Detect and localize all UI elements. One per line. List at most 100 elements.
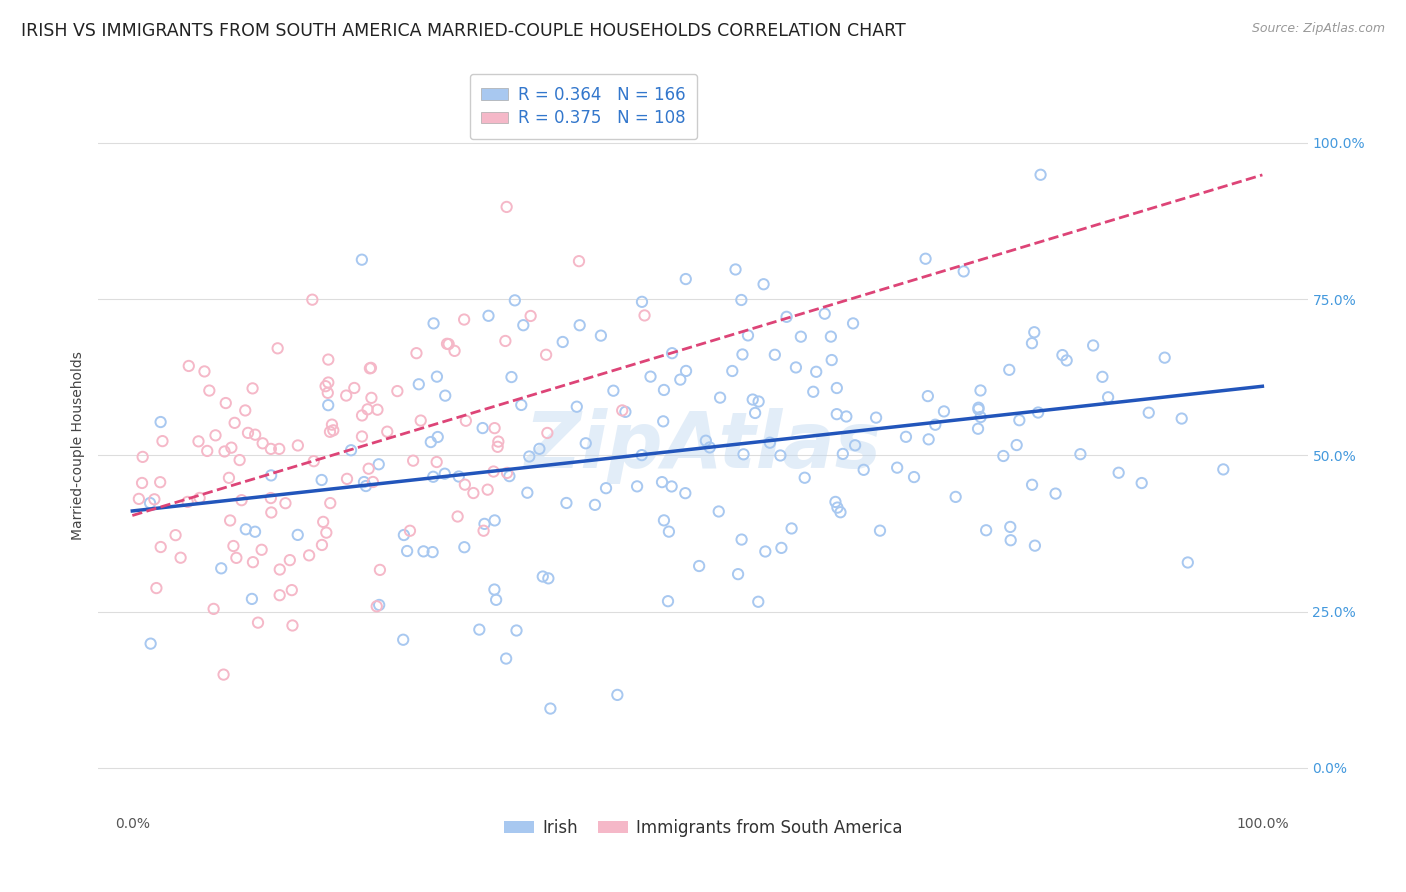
Point — [707, 504, 730, 518]
Point — [967, 401, 990, 415]
Point — [495, 651, 517, 665]
Point — [748, 394, 770, 409]
Point — [917, 389, 939, 403]
Point — [952, 264, 974, 278]
Point — [209, 561, 232, 575]
Point — [589, 328, 612, 343]
Point — [222, 539, 245, 553]
Point — [652, 513, 675, 527]
Point — [319, 496, 342, 510]
Point — [924, 417, 946, 432]
Point — [287, 438, 309, 452]
Point — [747, 595, 769, 609]
Point — [446, 509, 468, 524]
Point — [825, 407, 848, 421]
Point — [484, 421, 506, 435]
Point — [763, 348, 786, 362]
Point — [340, 443, 363, 458]
Point — [814, 307, 837, 321]
Point — [436, 336, 458, 351]
Point — [801, 384, 824, 399]
Point — [657, 594, 679, 608]
Point — [165, 528, 187, 542]
Point — [149, 540, 172, 554]
Point — [699, 441, 721, 455]
Point — [131, 475, 153, 490]
Point — [484, 582, 506, 597]
Point — [1005, 438, 1028, 452]
Point — [486, 434, 509, 449]
Point — [302, 454, 325, 468]
Point — [512, 318, 534, 333]
Point — [433, 467, 456, 481]
Point — [614, 405, 637, 419]
Point — [842, 317, 865, 331]
Point — [673, 486, 696, 500]
Point — [243, 427, 266, 442]
Point — [193, 364, 215, 378]
Point — [821, 353, 844, 368]
Point — [426, 369, 449, 384]
Text: IRISH VS IMMIGRANTS FROM SOUTH AMERICA MARRIED-COUPLE HOUSEHOLDS CORRELATION CHA: IRISH VS IMMIGRANTS FROM SOUTH AMERICA M… — [21, 22, 905, 40]
Point — [322, 423, 344, 437]
Point — [274, 496, 297, 510]
Point — [1045, 486, 1067, 500]
Point — [269, 442, 291, 456]
Point — [606, 688, 628, 702]
Point — [498, 469, 520, 483]
Point — [825, 381, 848, 395]
Point — [536, 425, 558, 440]
Point — [652, 383, 675, 397]
Point — [945, 490, 967, 504]
Point — [368, 563, 391, 577]
Point — [737, 328, 759, 343]
Point — [149, 415, 172, 429]
Point — [242, 381, 264, 395]
Point — [240, 591, 263, 606]
Point — [1137, 406, 1160, 420]
Point — [529, 442, 551, 456]
Point — [361, 475, 384, 489]
Point — [195, 444, 218, 458]
Point — [894, 430, 917, 444]
Point — [486, 440, 509, 454]
Point — [517, 450, 540, 464]
Point — [477, 309, 499, 323]
Point — [568, 254, 591, 268]
Point — [865, 410, 887, 425]
Point — [463, 486, 485, 500]
Point — [1021, 336, 1043, 351]
Point — [212, 667, 235, 681]
Point — [733, 447, 755, 461]
Point — [392, 632, 415, 647]
Point — [368, 598, 391, 612]
Point — [1108, 466, 1130, 480]
Point — [675, 364, 697, 378]
Point — [555, 496, 578, 510]
Point — [260, 491, 283, 505]
Point — [198, 384, 221, 398]
Point — [454, 414, 477, 428]
Legend: Irish, Immigrants from South America: Irish, Immigrants from South America — [496, 813, 910, 844]
Point — [177, 359, 200, 373]
Point — [143, 492, 166, 507]
Point — [454, 477, 477, 491]
Point — [496, 466, 519, 480]
Point — [482, 465, 505, 479]
Point — [422, 317, 444, 331]
Point — [405, 346, 427, 360]
Point — [316, 376, 339, 390]
Point — [260, 506, 283, 520]
Point — [780, 521, 803, 535]
Point — [219, 513, 242, 527]
Point — [695, 434, 717, 448]
Point — [775, 310, 797, 324]
Point — [422, 470, 444, 484]
Point — [247, 615, 270, 630]
Point — [269, 562, 291, 576]
Point — [744, 406, 766, 420]
Y-axis label: Married-couple Households: Married-couple Households — [72, 351, 86, 541]
Point — [531, 569, 554, 583]
Point — [278, 553, 301, 567]
Text: ZipAtlas: ZipAtlas — [524, 408, 882, 484]
